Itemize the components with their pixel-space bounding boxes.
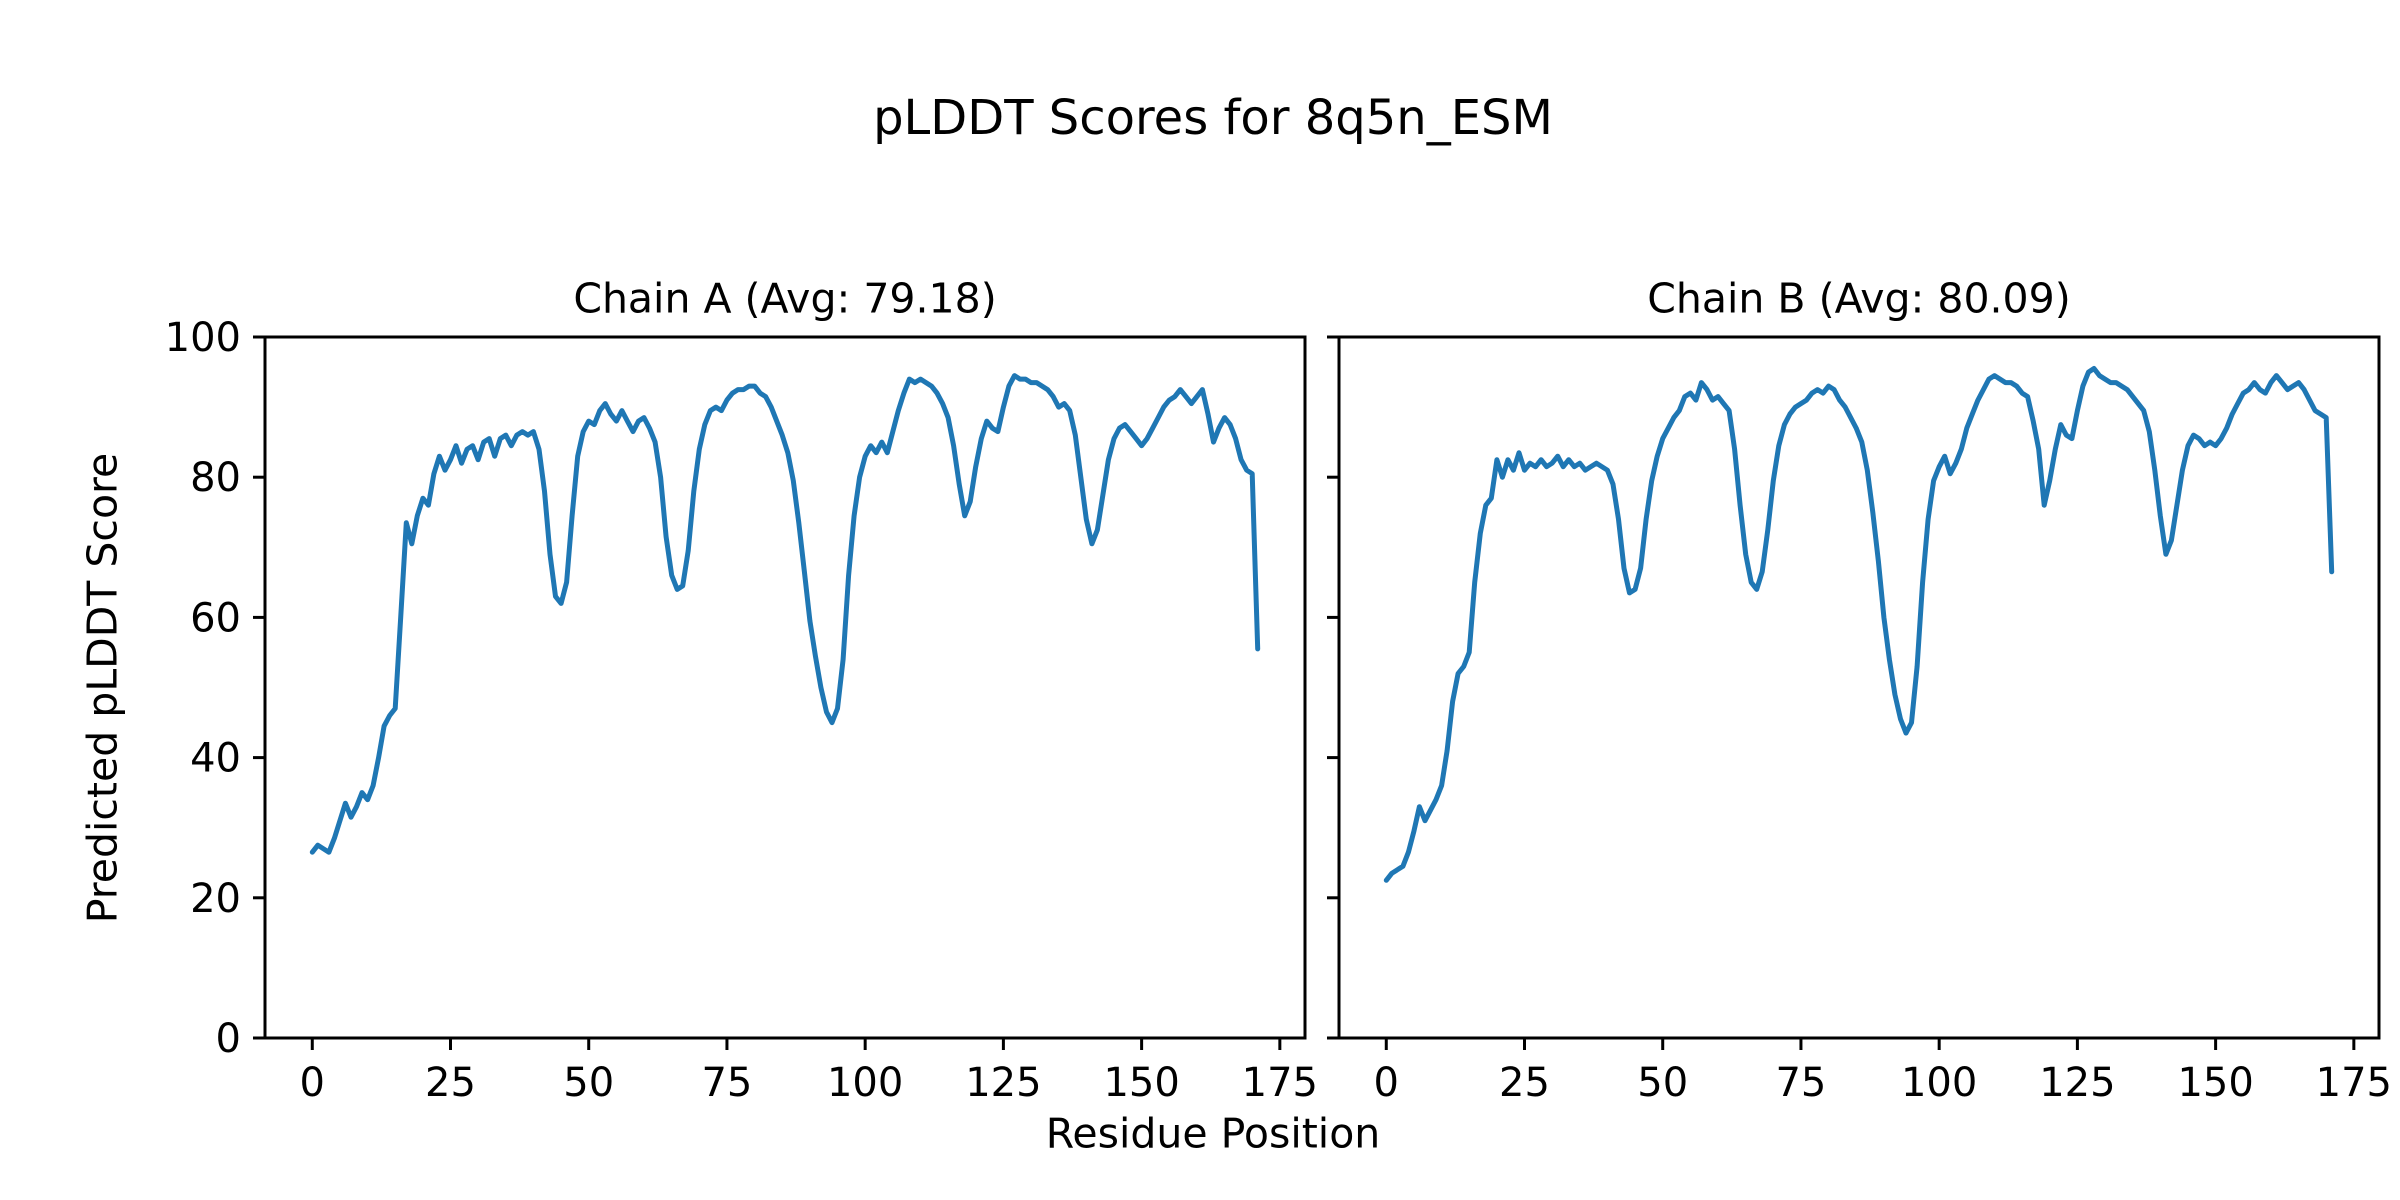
x-tick-label: 75 [1775, 1060, 1826, 1106]
x-tick-label: 25 [1499, 1060, 1550, 1106]
y-axis-label: Predicted pLDDT Score [78, 452, 127, 924]
x-tick-label: 100 [1901, 1060, 1977, 1106]
y-tick-label: 40 [190, 736, 241, 782]
x-tick-label: 50 [563, 1060, 614, 1106]
axes-spines [263, 335, 1307, 1040]
chain-a-plot: 0 25 50 75 100 125 150 175 0 20 40 60 80 100 [165, 315, 1318, 1106]
y-tick-label: 100 [165, 315, 241, 361]
chain-b-plot: 0 25 50 75 100 125 150 175 [1327, 335, 2392, 1106]
x-tick-label: 75 [701, 1060, 752, 1106]
y-tick-label: 80 [190, 455, 241, 501]
axes-spines [1337, 335, 2381, 1040]
x-axis-label: Residue Position [1045, 1109, 1381, 1158]
y-tick-label: 60 [190, 595, 241, 641]
chain-b-title: Chain B (Avg: 80.09) [1647, 274, 2071, 323]
chain-b-axes: 0 25 50 75 100 125 150 175 [1327, 335, 2392, 1106]
chain-a-title: Chain A (Avg: 79.18) [573, 274, 997, 323]
x-tick-label: 25 [425, 1060, 476, 1106]
plddt-line-chain-b [1383, 366, 2335, 883]
x-tick-label: 100 [827, 1060, 903, 1106]
figure-title: pLDDT Scores for 8q5n_ESM [873, 90, 1553, 146]
y-tick-label: 20 [190, 876, 241, 922]
chain-a-axes: 0 25 50 75 100 125 150 175 0 20 40 60 80 100 [165, 315, 1318, 1106]
x-tick-label: 150 [1103, 1060, 1179, 1106]
x-tick-label: 50 [1637, 1060, 1688, 1106]
x-tick-label: 0 [300, 1060, 325, 1106]
y-tick-label: 0 [216, 1016, 241, 1062]
plddt-line-chain-a [309, 373, 1261, 855]
x-tick-label: 175 [2316, 1060, 2392, 1106]
x-tick-label: 150 [2177, 1060, 2253, 1106]
x-tick-label: 175 [1242, 1060, 1318, 1106]
x-tick-label: 125 [2039, 1060, 2115, 1106]
x-tick-label: 125 [965, 1060, 1041, 1106]
x-tick-label: 0 [1374, 1060, 1399, 1106]
